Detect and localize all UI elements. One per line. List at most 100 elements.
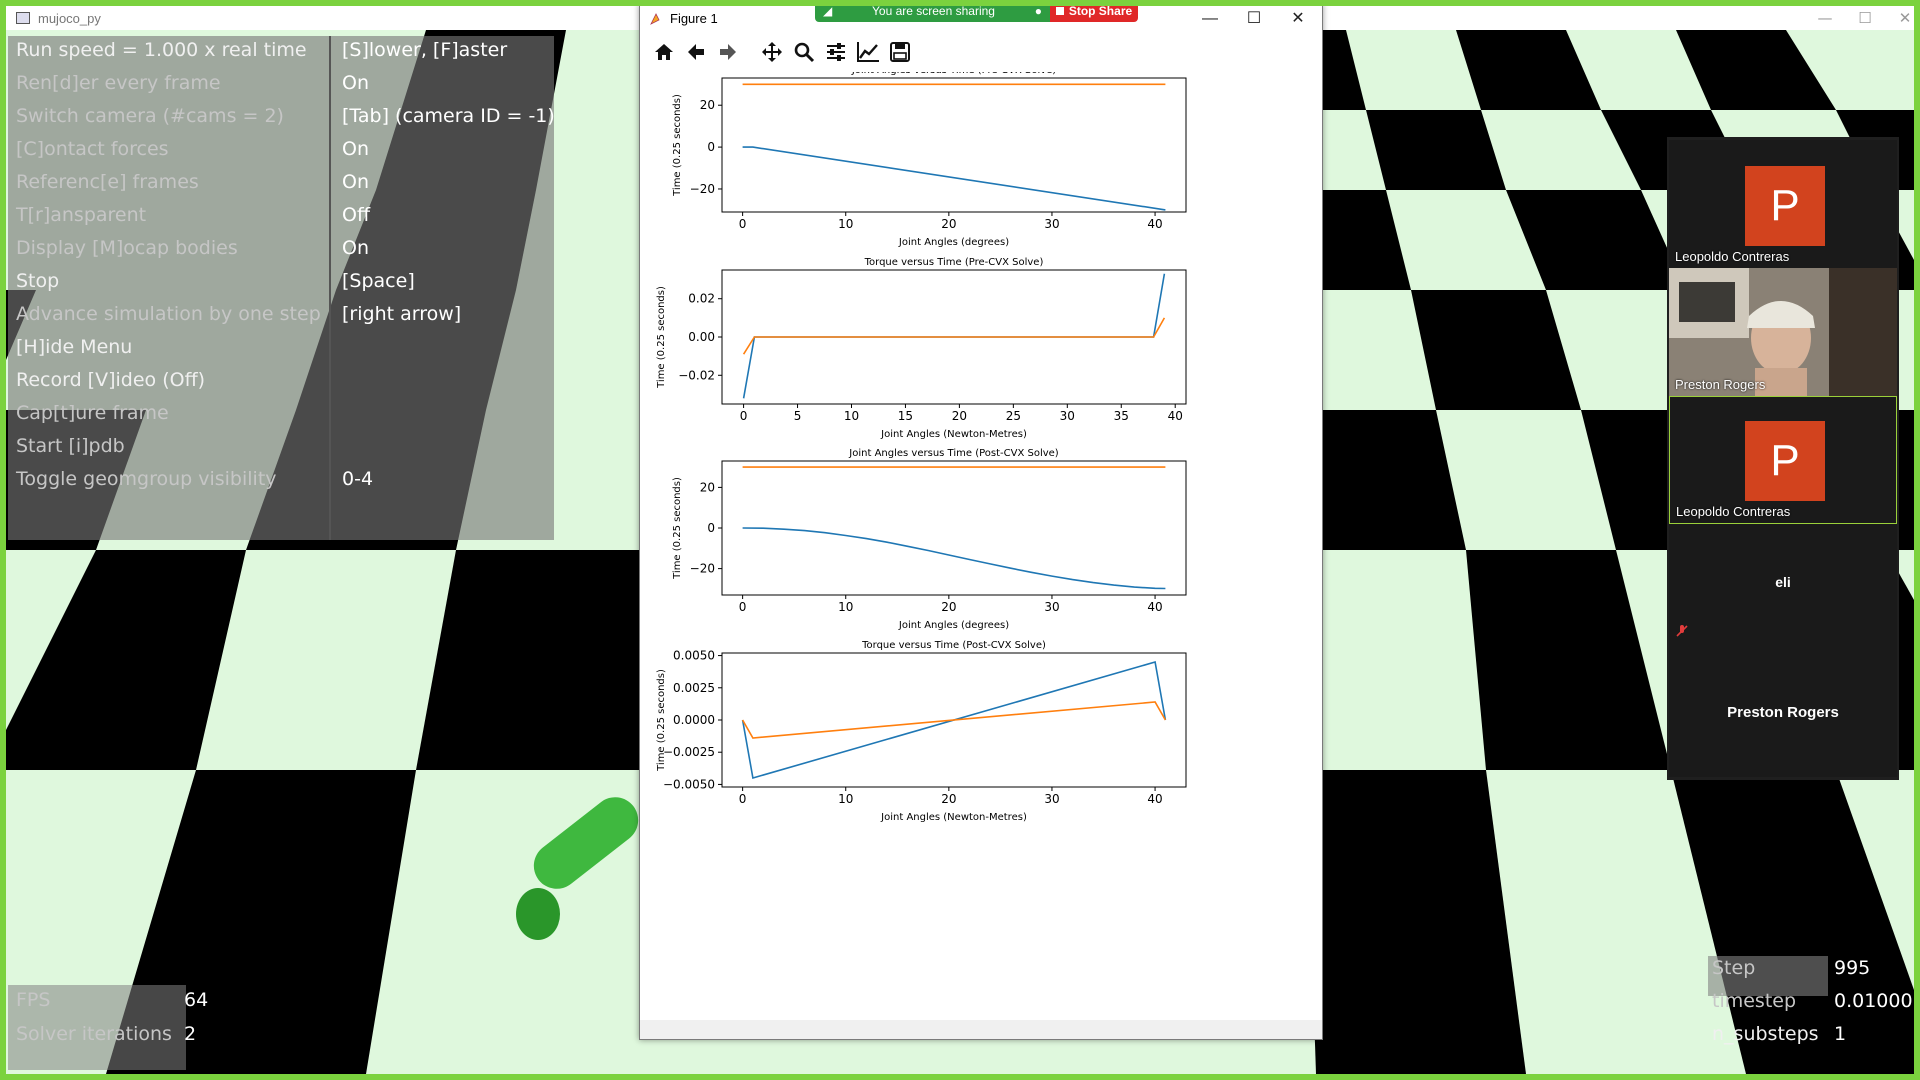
menu-value: On: [342, 171, 369, 193]
figure-toolbar: [640, 32, 1322, 72]
series-line-1: [742, 146, 1166, 211]
y-axis-label: Time (0.25 seconds): [656, 286, 667, 389]
x-axis-label: Joint Angles (Newton-Metres): [880, 812, 1027, 823]
menu-key: Cap[t]ure frame: [16, 402, 169, 424]
share-status-text: You are screen sharing: [872, 4, 995, 18]
x-tick-label: 40: [1168, 409, 1183, 423]
participant-tile-active[interactable]: P Leopoldo Contreras: [1669, 396, 1897, 524]
avatar: P: [1745, 421, 1825, 501]
stat-key: n_substeps: [1712, 1023, 1819, 1045]
menu-key: [C]ontact forces: [16, 138, 169, 160]
participant-name: Preston Rogers: [1727, 704, 1839, 721]
mujoco-window-title: mujoco_py: [38, 10, 101, 26]
participant-panel: P Leopoldo Contreras Preston Rogers P Le…: [1667, 137, 1899, 780]
y-tick-label: −0.02: [678, 368, 715, 382]
x-tick-label: 20: [941, 217, 956, 231]
stat-value: 1: [1834, 1023, 1847, 1045]
participant-tile[interactable]: Preston Rogers: [1669, 652, 1897, 777]
participant-tile[interactable]: P Leopoldo Contreras: [1669, 140, 1897, 268]
menu-key: Run speed = 1.000 x real time: [16, 39, 307, 61]
y-tick-label: 0: [707, 521, 715, 535]
stat-key: Step: [1712, 957, 1756, 979]
menu-key: Start [i]pdb: [16, 435, 125, 457]
y-tick-label: −20: [690, 182, 715, 196]
plot-title: Joint Angles versus Time (Pre-CVX Solve): [851, 72, 1056, 76]
x-tick-label: 10: [844, 409, 859, 423]
y-tick-label: 0: [707, 140, 715, 154]
y-tick-label: 0.00: [688, 330, 715, 344]
app-icon: [16, 12, 30, 24]
series-line-2: [742, 317, 1166, 355]
participant-tile[interactable]: eli: [1669, 524, 1897, 652]
menu-value: On: [342, 138, 369, 160]
zoom-icon[interactable]: [790, 38, 818, 66]
save-icon[interactable]: [886, 38, 914, 66]
menu-value: Off: [342, 204, 371, 226]
matplotlib-icon: [650, 12, 660, 25]
menu-value: On: [342, 237, 369, 259]
participant-tile[interactable]: Preston Rogers: [1669, 268, 1897, 396]
edit-axis-icon[interactable]: [854, 38, 882, 66]
stat-key: Solver iterations: [16, 1023, 172, 1045]
stat-value: 995: [1834, 957, 1871, 979]
stats-panel-left: FPS 64 Solver iterations 2: [16, 984, 236, 1054]
x-tick-label: 35: [1114, 409, 1129, 423]
x-tick-label: 40: [1147, 792, 1162, 806]
x-tick-label: 0: [740, 409, 748, 423]
plot-title: Joint Angles versus Time (Post-CVX Solve…: [848, 448, 1058, 459]
avatar: P: [1745, 166, 1825, 246]
back-icon[interactable]: [682, 38, 710, 66]
pan-icon[interactable]: [758, 38, 786, 66]
x-tick-label: 20: [941, 792, 956, 806]
stat-value: 64: [184, 989, 209, 1011]
home-icon[interactable]: [650, 38, 678, 66]
maximize-button[interactable]: ☐: [1858, 9, 1872, 27]
x-tick-label: 10: [838, 792, 853, 806]
y-axis-label: Time (0.25 seconds): [656, 669, 667, 772]
stop-share-button[interactable]: Stop Share: [1050, 0, 1138, 22]
x-tick-label: 10: [838, 600, 853, 614]
configure-subplots-icon[interactable]: [822, 38, 850, 66]
figure-titlebar[interactable]: Figure 1 — ☐ ✕: [640, 5, 1322, 32]
y-tick-label: 0.0000: [673, 713, 715, 727]
x-axis-label: Joint Angles (degrees): [898, 620, 1009, 631]
x-tick-label: 5: [794, 409, 802, 423]
menu-key: Record [V]ideo (Off): [16, 369, 206, 391]
muted-mic-icon: [1676, 625, 1688, 637]
menu-key: Switch camera (#cams = 2): [16, 105, 284, 127]
x-axis-label: Joint Angles (degrees): [898, 237, 1009, 248]
participant-name: Leopoldo Contreras: [1675, 249, 1790, 264]
menu-value: 0-4: [342, 468, 374, 490]
forward-icon[interactable]: [714, 38, 742, 66]
share-status[interactable]: ◢ You are screen sharing ●: [815, 0, 1050, 22]
x-tick-label: 20: [952, 409, 967, 423]
y-tick-label: −0.0050: [663, 777, 715, 791]
x-tick-label: 30: [1044, 792, 1059, 806]
close-button[interactable]: ✕: [1898, 9, 1912, 27]
figure-maximize-button[interactable]: ☐: [1246, 10, 1262, 27]
minimize-button[interactable]: —: [1817, 9, 1833, 27]
x-tick-label: 0: [739, 217, 747, 231]
plot-axes-frame: [721, 460, 1187, 596]
figure-close-button[interactable]: ✕: [1291, 10, 1305, 27]
participant-name: Preston Rogers: [1675, 377, 1766, 392]
stat-key: FPS: [16, 989, 51, 1011]
x-tick-label: 20: [941, 600, 956, 614]
stat-key: timestep: [1712, 990, 1797, 1012]
plot-title: Torque versus Time (Pre-CVX Solve): [864, 257, 1044, 268]
figure-window[interactable]: Figure 1 — ☐ ✕ Joint Angles versus Time …: [639, 4, 1323, 1040]
participant-video: [1669, 268, 1897, 396]
figure-title: Figure 1: [670, 11, 718, 26]
x-tick-label: 15: [898, 409, 913, 423]
y-tick-label: 0.0025: [673, 681, 715, 695]
x-tick-label: 0: [739, 792, 747, 806]
y-tick-label: −0.0025: [663, 745, 715, 759]
figure-canvas[interactable]: Joint Angles versus Time (Pre-CVX Solve)…: [640, 72, 1322, 1020]
x-axis-label: Joint Angles (Newton-Metres): [880, 429, 1027, 440]
participant-name: Leopoldo Contreras: [1676, 504, 1791, 519]
figure-minimize-button[interactable]: —: [1202, 10, 1218, 27]
menu-value: [S]lower, [F]aster: [342, 39, 508, 61]
stat-value: 0.01000: [1834, 990, 1913, 1012]
x-tick-label: 25: [1006, 409, 1021, 423]
series-line-2: [741, 701, 1167, 739]
